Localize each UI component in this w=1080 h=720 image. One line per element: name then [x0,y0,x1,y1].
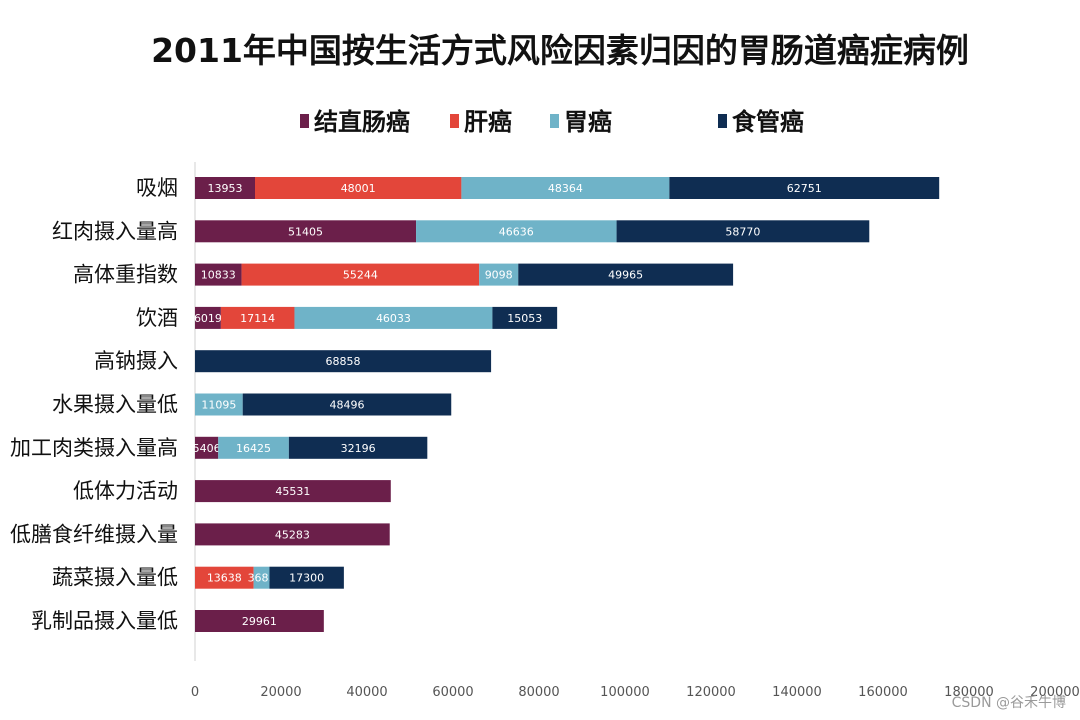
category-label: 乳制品摄入量低 [31,609,178,633]
x-tick-label: 140000 [772,685,822,700]
bar-value-label: 46033 [376,312,411,325]
bar-segment [492,306,558,329]
category-label: 高钠摄入 [94,349,178,373]
x-tick-label: 0 [191,685,199,700]
bar-value-label: 11095 [201,399,236,412]
legend-swatch [550,114,559,128]
bar-value-label: 45531 [275,485,310,498]
x-tick-label: 80000 [518,685,559,700]
bar-segment [294,306,493,329]
legend-label: 胃癌 [564,108,612,136]
x-tick-label: 160000 [858,685,908,700]
bar-value-label: 15053 [507,312,542,325]
watermark: CSDN @谷禾牛博 [951,695,1066,711]
bar-segment [195,220,417,243]
bar-segment [195,263,242,286]
bar-value-label: 58770 [725,225,760,238]
bar-value-label: 48496 [329,399,364,412]
legend-item: 结直肠癌 [300,108,410,136]
x-tick-label: 120000 [686,685,736,700]
bar-value-label: 3685 [248,572,276,585]
bar-segment [461,177,670,199]
legend-swatch [450,114,459,128]
bar-value-label: 10833 [201,269,236,282]
bar-value-label: 17300 [289,572,324,585]
bar-value-label: 13953 [207,182,242,195]
category-labels: 吸烟红肉摄入量高高体重指数饮酒高钠摄入水果摄入量低加工肉类摄入量高低体力活动低膳… [10,176,178,633]
legend-item: 食管癌 [718,108,804,136]
legend-item: 肝癌 [450,108,512,136]
x-tick-label: 40000 [346,685,387,700]
bar-value-label: 9098 [485,269,513,282]
bar-segment [195,480,391,503]
category-label: 蔬菜摄入量低 [52,566,178,590]
legend-swatch [718,114,727,128]
category-label: 低体力活动 [73,479,178,503]
category-label: 饮酒 [136,306,178,330]
category-label: 低膳食纤维摄入量 [10,522,178,546]
bar-segment [253,566,270,589]
bar-segment [218,436,289,459]
bar-segment [195,393,243,416]
bar-segment [479,263,519,286]
bar-segment [288,436,428,459]
bar-value-label: 29961 [242,615,277,628]
chart-title: 2011年中国按生活方式风险因素归因的胃肠道癌症病例 [151,31,969,70]
legend-label: 食管癌 [732,108,804,136]
bar-segment [518,263,734,286]
bar-value-label: 62751 [787,182,822,195]
bar-segment [195,177,255,199]
bar-value-label: 17114 [240,312,275,325]
legend-swatch [300,114,309,128]
bar-value-label: 16425 [236,442,271,455]
category-label: 红肉摄入量高 [52,219,178,243]
x-tick-label: 200000 [1030,685,1080,700]
x-tick-label: 60000 [432,685,473,700]
x-tick-label: 180000 [944,685,994,700]
bar-value-label: 6019 [194,312,222,325]
bar-value-label: 55244 [343,269,378,282]
bar-segment [220,306,295,329]
bar-segment [195,436,219,459]
bar-value-label: 45283 [275,528,310,541]
bar-value-label: 49965 [608,269,643,282]
bar-segment [195,610,324,632]
category-label: 水果摄入量低 [52,393,178,417]
bar-value-label: 48364 [548,182,583,195]
bar-value-label: 46636 [499,225,534,238]
legend-item: 胃癌 [550,108,612,136]
bar-segment [195,350,492,373]
bar-value-label: 51405 [288,225,323,238]
bar-segment [195,306,221,329]
bar-segment [616,220,870,243]
category-label: 高体重指数 [73,263,178,287]
legend-label: 肝癌 [464,108,512,136]
x-axis: 0 20000 40000 60000 80000 100000 120000 140000 1… [191,162,1080,700]
bar-segment [416,220,617,243]
bar-segment [269,566,344,589]
bar-segment [195,523,390,546]
legend-label: 结直肠癌 [314,108,410,136]
bar-segment [242,393,452,416]
bar-segment [195,566,254,589]
bars: 13953 48001 48364 62751 51405 46636 58770 10833… [193,177,940,632]
bar-value-label: 13638 [207,572,242,585]
bar-segment [254,177,462,199]
bar-value-label: 32196 [341,442,376,455]
category-label: 加工肉类摄入量高 [10,436,178,460]
legend: 结直肠癌 肝癌 胃癌 食管癌 [300,108,804,136]
x-tick-label: 100000 [600,685,650,700]
bar-segment [241,263,480,286]
bar-segment [669,177,940,199]
bar-value-label: 5406 [193,442,221,455]
bar-value-label: 68858 [326,355,361,368]
category-label: 吸烟 [136,176,178,200]
bar-value-label: 48001 [341,182,376,195]
x-tick-label: 20000 [260,685,301,700]
